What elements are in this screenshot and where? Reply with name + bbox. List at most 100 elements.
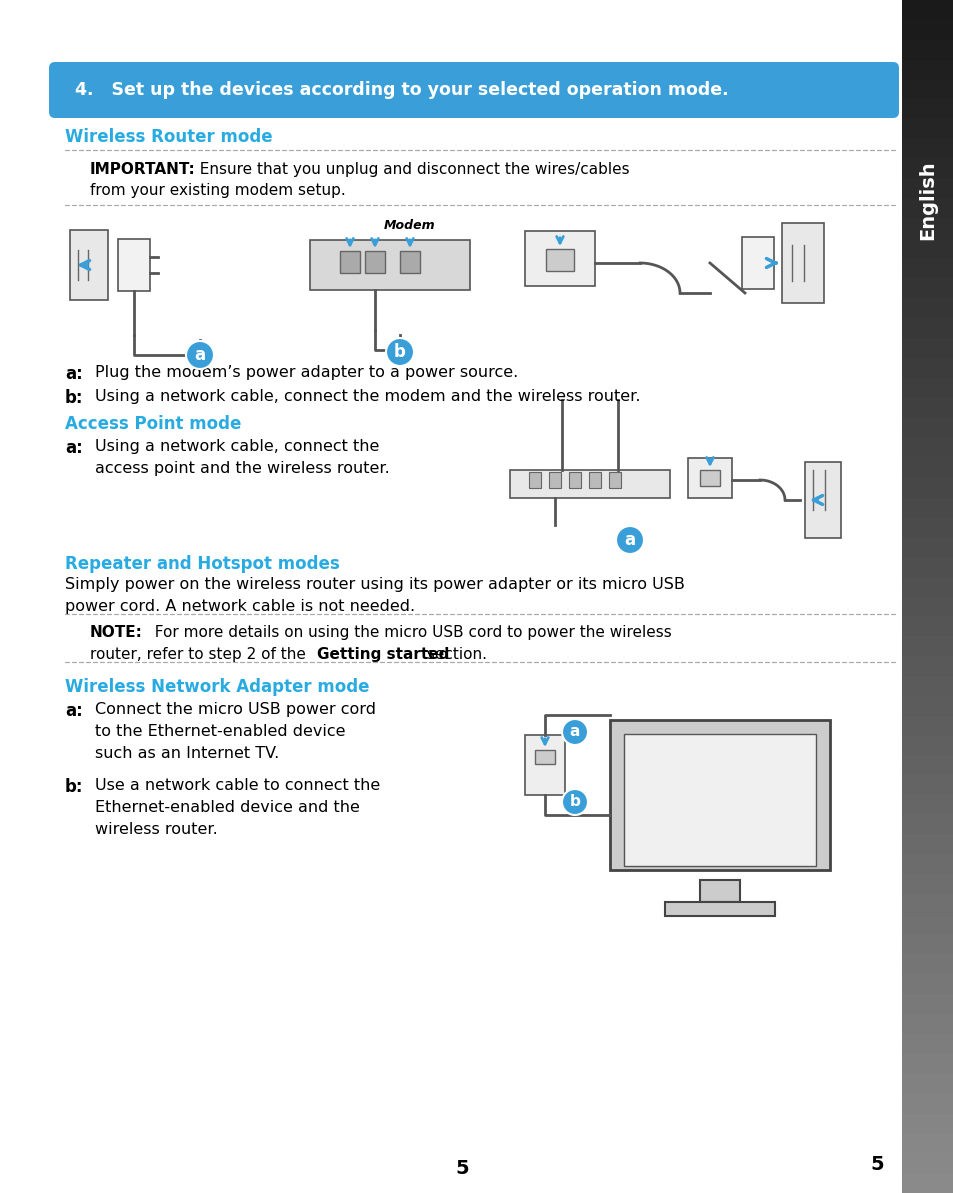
Bar xyxy=(535,750,555,764)
Bar xyxy=(901,319,953,339)
Bar xyxy=(901,119,953,141)
Bar xyxy=(901,676,953,697)
Bar xyxy=(901,218,953,240)
Bar xyxy=(901,199,953,220)
Bar xyxy=(901,855,953,876)
Text: Wireless Network Adapter mode: Wireless Network Adapter mode xyxy=(65,678,369,696)
Bar xyxy=(901,915,953,935)
Bar xyxy=(901,576,953,598)
Bar xyxy=(804,462,841,538)
Bar xyxy=(901,239,953,260)
Text: a: a xyxy=(624,531,635,549)
Bar xyxy=(623,734,815,866)
Bar xyxy=(901,298,953,320)
Text: Simply power on the wireless router using its power adapter or its micro USB: Simply power on the wireless router usin… xyxy=(65,577,684,592)
Text: Connect the micro USB power cord: Connect the micro USB power cord xyxy=(95,701,375,717)
Text: Repeater and Hotspot modes: Repeater and Hotspot modes xyxy=(65,555,339,573)
Bar xyxy=(901,259,953,279)
Bar xyxy=(901,397,953,419)
Bar xyxy=(568,472,580,488)
Bar xyxy=(901,60,953,81)
Bar xyxy=(901,835,953,857)
Bar xyxy=(70,230,108,299)
Bar xyxy=(901,1133,953,1155)
Text: a:: a: xyxy=(65,701,83,721)
Text: Modem: Modem xyxy=(384,220,436,231)
Bar xyxy=(700,470,720,486)
Bar xyxy=(901,716,953,737)
Bar xyxy=(529,472,540,488)
Bar xyxy=(901,636,953,657)
Bar xyxy=(901,736,953,756)
Bar xyxy=(700,880,740,902)
Bar xyxy=(901,1154,953,1174)
Bar xyxy=(901,1074,953,1095)
Bar xyxy=(510,470,669,497)
Text: Plug the modem’s power adapter to a power source.: Plug the modem’s power adapter to a powe… xyxy=(95,365,517,381)
Bar xyxy=(524,231,595,286)
Bar xyxy=(901,378,953,398)
Bar xyxy=(901,457,953,478)
Bar xyxy=(664,902,774,916)
Text: section.: section. xyxy=(421,647,486,662)
Bar xyxy=(901,358,953,379)
Bar xyxy=(901,20,953,41)
Text: access point and the wireless router.: access point and the wireless router. xyxy=(95,460,390,476)
Text: Ensure that you unplug and disconnect the wires/cables: Ensure that you unplug and disconnect th… xyxy=(190,162,629,177)
Bar xyxy=(687,458,731,497)
Bar xyxy=(310,240,470,290)
Bar xyxy=(901,775,953,797)
Text: a: a xyxy=(194,346,205,364)
Bar xyxy=(118,239,150,291)
Bar xyxy=(901,80,953,100)
Bar xyxy=(901,39,953,61)
Bar xyxy=(901,696,953,717)
Bar xyxy=(901,874,953,896)
Bar xyxy=(901,477,953,499)
Bar xyxy=(901,1113,953,1135)
Bar xyxy=(901,796,953,816)
Text: such as an Internet TV.: such as an Internet TV. xyxy=(95,746,279,761)
Bar xyxy=(609,721,829,870)
Bar xyxy=(399,251,419,273)
Bar xyxy=(901,1173,953,1193)
Text: 5: 5 xyxy=(455,1158,468,1177)
Text: Using a network cable, connect the modem and the wireless router.: Using a network cable, connect the modem… xyxy=(95,389,639,404)
Text: NOTE:: NOTE: xyxy=(90,625,143,639)
Text: For more details on using the micro USB cord to power the wireless: For more details on using the micro USB … xyxy=(145,625,671,639)
Bar xyxy=(901,557,953,577)
Bar xyxy=(901,537,953,558)
Bar xyxy=(901,179,953,200)
Bar xyxy=(339,251,359,273)
Text: Access Point mode: Access Point mode xyxy=(65,415,241,433)
Text: Use a network cable to connect the: Use a network cable to connect the xyxy=(95,778,380,793)
Bar xyxy=(608,472,620,488)
Bar xyxy=(901,159,953,180)
Text: a: a xyxy=(569,724,579,740)
Bar xyxy=(901,418,953,439)
Text: Using a network cable, connect the: Using a network cable, connect the xyxy=(95,439,379,455)
Text: power cord. A network cable is not needed.: power cord. A network cable is not neede… xyxy=(65,599,415,614)
Bar xyxy=(901,975,953,995)
Bar xyxy=(901,815,953,836)
Circle shape xyxy=(616,526,643,554)
Bar xyxy=(901,278,953,299)
Text: router, refer to step 2 of the: router, refer to step 2 of the xyxy=(90,647,311,662)
Text: English: English xyxy=(918,160,937,240)
Bar xyxy=(901,140,953,160)
Bar xyxy=(901,497,953,518)
Bar xyxy=(901,656,953,678)
Bar xyxy=(901,617,953,637)
Bar xyxy=(524,735,564,795)
FancyBboxPatch shape xyxy=(49,62,898,118)
Text: Ethernet-enabled device and the: Ethernet-enabled device and the xyxy=(95,801,359,815)
Text: 5: 5 xyxy=(869,1156,882,1174)
Text: IMPORTANT:: IMPORTANT: xyxy=(90,162,195,177)
Text: Getting started: Getting started xyxy=(316,647,449,662)
Bar xyxy=(741,237,773,289)
Bar xyxy=(901,895,953,916)
Bar xyxy=(901,596,953,618)
Text: to the Ethernet-enabled device: to the Ethernet-enabled device xyxy=(95,724,345,738)
Text: b:: b: xyxy=(65,778,84,796)
Bar xyxy=(901,338,953,359)
